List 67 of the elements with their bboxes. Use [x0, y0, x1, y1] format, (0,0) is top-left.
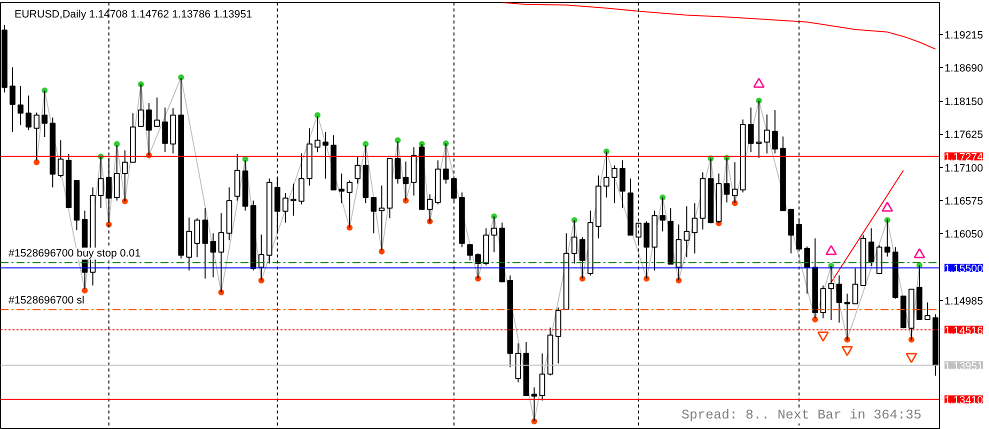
candlestick [748, 107, 754, 153]
candlestick [539, 352, 546, 402]
point [812, 316, 818, 322]
annotation: Spread: 8.. Next Bar in 364:35 [682, 408, 922, 424]
candlestick [18, 86, 24, 126]
point [34, 159, 40, 166]
candlestick [467, 244, 473, 261]
candlestick [692, 202, 698, 254]
y-tick-label: 1.17625 [944, 129, 984, 142]
candlestick [370, 196, 377, 234]
candlestick [620, 160, 626, 209]
text: EURUSD,Daily 1.14708 1.14762 1.13786 1.13951 [14, 8, 252, 20]
ref-line-label: 1.17274 [944, 151, 984, 164]
point [753, 78, 765, 88]
candlestick [290, 183, 296, 216]
point [82, 288, 88, 294]
candlestick [338, 173, 344, 204]
candlestick [772, 110, 778, 154]
point [906, 352, 918, 364]
candlestick [58, 140, 64, 178]
point [841, 346, 853, 356]
candlestick [322, 132, 328, 180]
point [914, 248, 926, 258]
y-tick-label: 1.16575 [944, 195, 984, 208]
candlestick [836, 274, 842, 324]
point [825, 245, 837, 256]
candlestick [684, 206, 690, 258]
y-tick-label: 1.16050 [944, 228, 984, 240]
candlestick [298, 152, 304, 205]
y-tick-label: 1.18690 [944, 62, 984, 74]
y-tick-label: 1.19215 [944, 29, 984, 42]
candlestick [162, 107, 168, 153]
point [882, 202, 894, 212]
ref-line-label: 1.14516 [944, 324, 984, 337]
candlestick [764, 114, 770, 154]
candlestick [154, 96, 160, 128]
candlestick [884, 218, 890, 258]
candlestick [26, 95, 32, 131]
candlestick [852, 268, 858, 304]
ref-line-label: 1.15500 [944, 262, 984, 275]
candlestick [820, 284, 826, 319]
candlestick [828, 265, 834, 321]
y-tick-label: 1.17100 [944, 162, 984, 174]
candlestick [210, 232, 216, 278]
candlestick [924, 302, 930, 321]
ref-line-label: 1.13410 [944, 394, 984, 406]
ref-line-label: 1.13951 [944, 360, 984, 372]
ref-line-label: #1528696700 buy stop 0.01 [8, 248, 141, 260]
candlestick [804, 246, 810, 294]
candlestick [844, 293, 850, 341]
point [378, 248, 385, 255]
point [817, 332, 829, 342]
point [394, 137, 401, 144]
candlestick [612, 164, 618, 204]
ref-line-label: #1528696700 sl [8, 294, 84, 307]
y-tick-label: 1.18150 [944, 96, 984, 108]
candlestick [10, 66, 16, 133]
point [314, 112, 321, 118]
point [362, 141, 369, 147]
candlestick [202, 208, 208, 280]
line-series [502, 2, 936, 50]
candlestick [194, 218, 200, 258]
candlestick [354, 156, 361, 184]
candlestick [868, 228, 874, 266]
point [114, 141, 120, 147]
y-tick-label: 1.14985 [944, 295, 984, 308]
candlestick [282, 192, 288, 224]
